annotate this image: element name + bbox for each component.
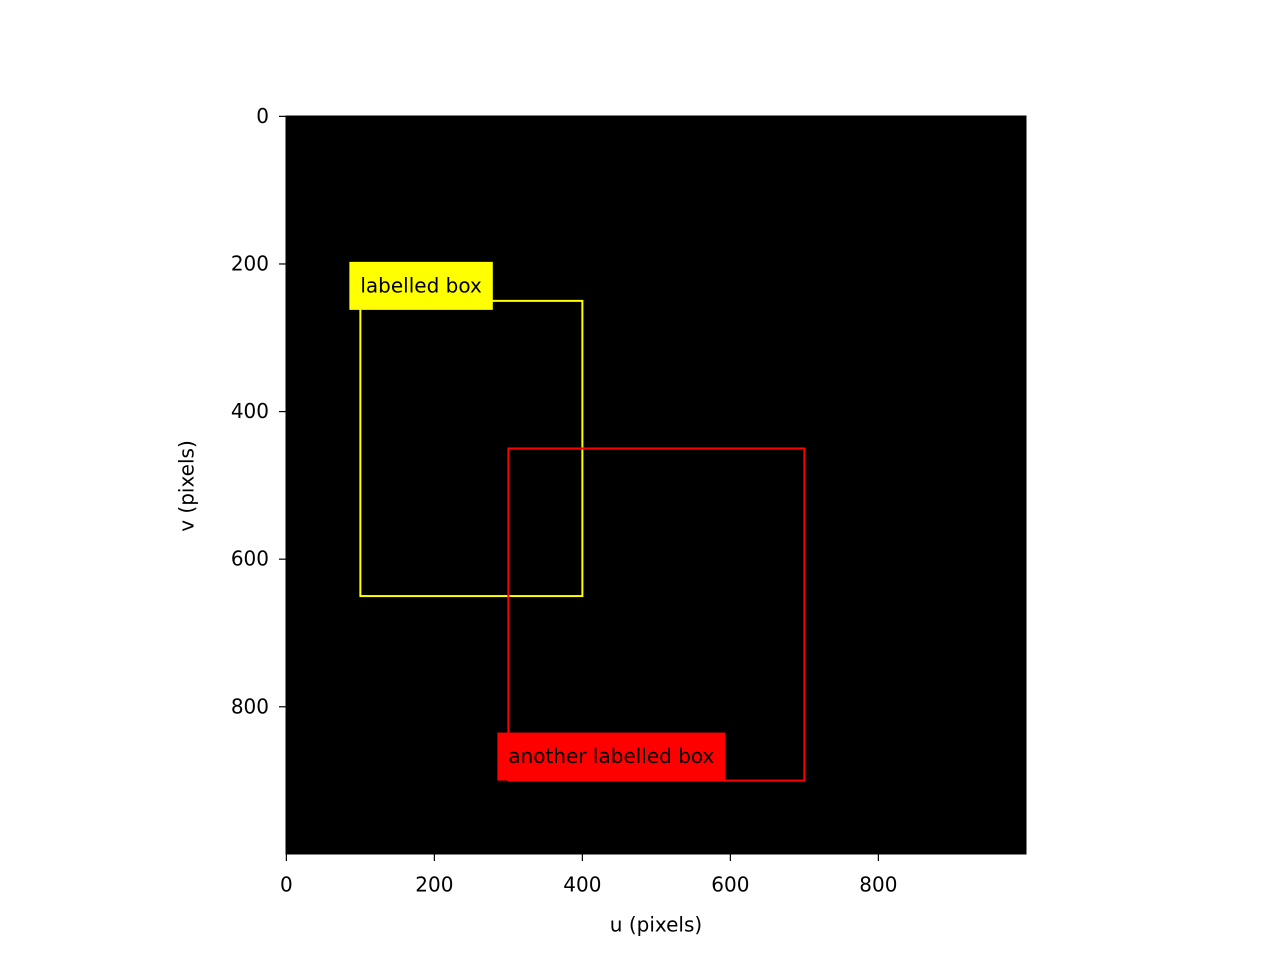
- box-label-text: labelled box: [360, 273, 482, 297]
- axes-frame: [285, 115, 1027, 855]
- y-tick-label: 200: [231, 251, 269, 275]
- x-axis-label: u (pixels): [610, 913, 702, 937]
- x-tick-label: 600: [711, 873, 749, 897]
- box-label-text: another labelled box: [508, 744, 714, 768]
- y-tick-label: 400: [231, 399, 269, 423]
- box-label: labelled box: [349, 261, 493, 310]
- image: [286, 116, 1026, 854]
- y-tick-label: 0: [256, 104, 269, 128]
- box-label: another labelled box: [497, 732, 726, 781]
- x-tick-label: 200: [415, 873, 453, 897]
- x-tick-label: 0: [280, 873, 293, 897]
- y-tick-label: 800: [231, 694, 269, 718]
- box-label-background: [497, 732, 726, 781]
- x-tick-label: 800: [859, 873, 897, 897]
- x-tick-label: 400: [563, 873, 601, 897]
- y-tick-label: 600: [231, 547, 269, 571]
- box-label-background: [349, 261, 493, 310]
- y-axis-label: v (pixels): [175, 440, 199, 532]
